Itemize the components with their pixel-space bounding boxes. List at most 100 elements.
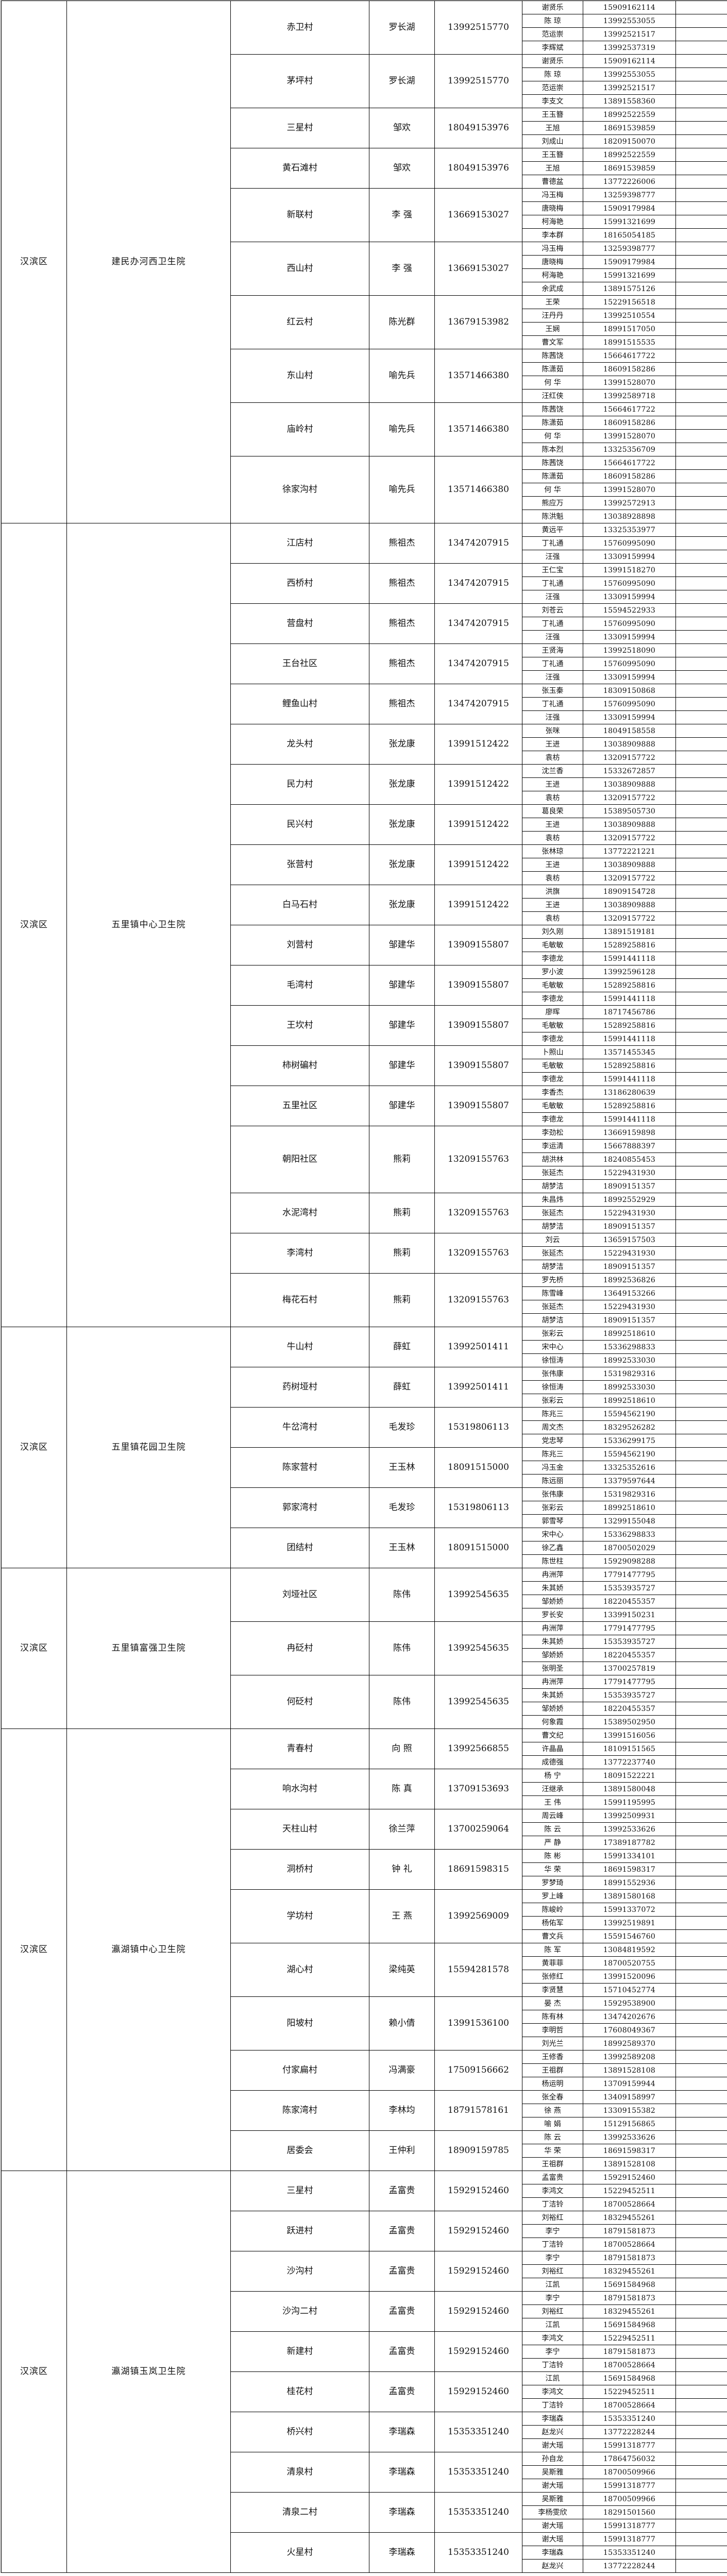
table-row: 刘裕红 18329455261: [2, 2264, 727, 2278]
leader-name-cell: 熊祖杰: [369, 643, 435, 684]
remark-cell: [675, 2037, 727, 2050]
remark-cell: [675, 41, 727, 55]
remark-cell: [675, 2425, 727, 2439]
table-row: 邹娇娇 18220455357: [2, 1702, 727, 1716]
table-row: 付家扁村 冯满豪 17509156662 王修香 13992589208: [2, 2050, 727, 2091]
member-name-cell: 张彩云: [522, 1394, 583, 1408]
member-phone-cell: 18909154728: [583, 885, 676, 899]
member-name-cell: 丁礼通: [522, 697, 583, 711]
member-name-cell: 吴斯雅: [522, 2465, 583, 2479]
village-name-cell: 陈家营村: [230, 1447, 369, 1488]
remark-cell: [675, 255, 727, 269]
member-name-cell: 徐乙鑫: [522, 1541, 583, 1555]
remark-cell: [675, 483, 727, 497]
member-name-cell: 毛敏敏: [522, 1019, 583, 1032]
member-phone-cell: 18909151357: [583, 1179, 676, 1193]
member-phone-cell: 18309150868: [583, 684, 676, 698]
leader-phone-cell: 18091515000: [434, 1528, 522, 1568]
member-phone-cell: 15353351240: [583, 2412, 676, 2426]
remark-cell: [675, 1246, 727, 1260]
member-phone-cell: 15760995090: [583, 577, 676, 590]
leader-phone-cell: 15929152460: [434, 2211, 522, 2251]
member-phone-cell: 18329455261: [583, 2264, 676, 2278]
table-row: 汉滨区 五里镇富强卫生院 刘垭社区 陈伟 13992545635 冉洲萍 177914777…: [1, 1568, 727, 1729]
member-phone-cell: 13038909888: [583, 777, 676, 791]
table-row: 丁礼通 15760995090: [2, 617, 727, 631]
member-phone-cell: 13709159944: [583, 2077, 676, 2091]
remark-cell: [675, 1447, 727, 1461]
member-name-cell: 罗梦琦: [522, 1876, 583, 1890]
remark-cell: [675, 1005, 727, 1019]
leader-phone-cell: 18791578161: [434, 2090, 522, 2131]
leader-phone-cell: 15929152460: [434, 2171, 522, 2211]
remark-cell: [675, 978, 727, 992]
village-name-cell: 鲤鱼山村: [230, 684, 369, 724]
member-phone-cell: 13992521517: [583, 81, 676, 95]
member-name-cell: 李鸿文: [522, 2385, 583, 2399]
table-row: 天柱山村 徐兰萍 13700259064 周云峰 13992509931: [2, 1809, 727, 1850]
village-name-cell: 梅花石村: [230, 1273, 369, 1327]
member-phone-cell: 15691584968: [583, 2371, 676, 2385]
leader-phone-cell: 13909155807: [434, 1086, 522, 1126]
member-name-cell: 汪强: [522, 670, 583, 684]
member-phone-cell: 15353935727: [583, 1688, 676, 1702]
member-phone-cell: 15909162114: [583, 54, 676, 68]
member-phone-cell: 13209157722: [583, 911, 676, 925]
leader-phone-cell: 13991512422: [434, 804, 522, 845]
member-phone-cell: 18291501560: [583, 2505, 676, 2519]
remark-cell: [675, 710, 727, 724]
table-row: 张彩云 18992518610: [2, 1394, 727, 1408]
table-row: 党忠琴 15336299175: [2, 1434, 727, 1448]
table-row: 张延杰 15229431930: [2, 1166, 727, 1180]
hospital-cell: 五里镇花园卫生院: [66, 1327, 231, 1568]
member-name-cell: 何 华: [522, 429, 583, 443]
remark-cell: [675, 1688, 727, 1702]
remark-cell: [675, 282, 727, 296]
remark-cell: [675, 2412, 727, 2426]
leader-name-cell: 张龙康: [369, 724, 435, 765]
remark-cell: [675, 2345, 727, 2359]
member-phone-cell: 18700528664: [583, 2358, 676, 2372]
village-name-cell: 龙头村: [230, 724, 369, 765]
member-phone-cell: 13325353977: [583, 523, 676, 537]
remark-cell: [675, 2023, 727, 2037]
member-phone-cell: 15760995090: [583, 617, 676, 631]
village-name-cell: 柿树碥村: [230, 1045, 369, 1086]
remark-cell: [675, 322, 727, 336]
village-name-cell: 居委会: [230, 2130, 369, 2171]
remark-cell: [675, 2291, 727, 2305]
member-name-cell: 胡梦洁: [522, 1313, 583, 1327]
village-name-cell: 湖心村: [230, 1943, 369, 1997]
member-name-cell: 丁礼通: [522, 617, 583, 631]
member-name-cell: 胡梦洁: [522, 1179, 583, 1193]
member-phone-cell: 15229431930: [583, 1166, 676, 1180]
table-row: 梅花石村 熊莉 13209155763 罗先桥 18992536826: [2, 1273, 727, 1327]
member-name-cell: 张彩云: [522, 1501, 583, 1515]
member-name-cell: 丁洁铃: [522, 2238, 583, 2251]
table-row: 刘营村 邹建华 13909155807 刘久刚 13891519181: [2, 925, 727, 965]
remark-cell: [675, 1876, 727, 1890]
remark-cell: [675, 643, 727, 657]
remark-cell: [675, 925, 727, 939]
member-name-cell: 陈峻岭: [522, 1903, 583, 1917]
leader-phone-cell: 13991512422: [434, 724, 522, 765]
member-phone-cell: 15991195995: [583, 1795, 676, 1809]
table-row: 汉滨区 五里镇花园卫生院 牛山村 薛虹 13992501411 张彩云 1899251861…: [1, 1327, 727, 1568]
member-phone-cell: 15929098288: [583, 1554, 676, 1568]
leader-name-cell: 薛虹: [369, 1327, 435, 1367]
member-phone-cell: 17608049367: [583, 2023, 676, 2037]
leader-name-cell: 邹建华: [369, 1086, 435, 1126]
member-phone-cell: 18240855453: [583, 1153, 676, 1166]
member-name-cell: 汪强: [522, 550, 583, 564]
member-phone-cell: 17864756032: [583, 2452, 676, 2466]
member-name-cell: 王 伟: [522, 1795, 583, 1809]
remark-cell: [675, 2385, 727, 2399]
village-name-cell: 庙岭村: [230, 402, 369, 456]
leader-name-cell: 陈 真: [369, 1769, 435, 1809]
member-name-cell: 成德强: [522, 1755, 583, 1769]
remark-cell: [675, 215, 727, 229]
remark-cell: [675, 804, 727, 818]
table-row: 桥兴村 李瑞森 15353351240 李瑞森 15353351240: [2, 2412, 727, 2452]
member-name-cell: 廖晖: [522, 1005, 583, 1019]
remark-cell: [675, 402, 727, 416]
